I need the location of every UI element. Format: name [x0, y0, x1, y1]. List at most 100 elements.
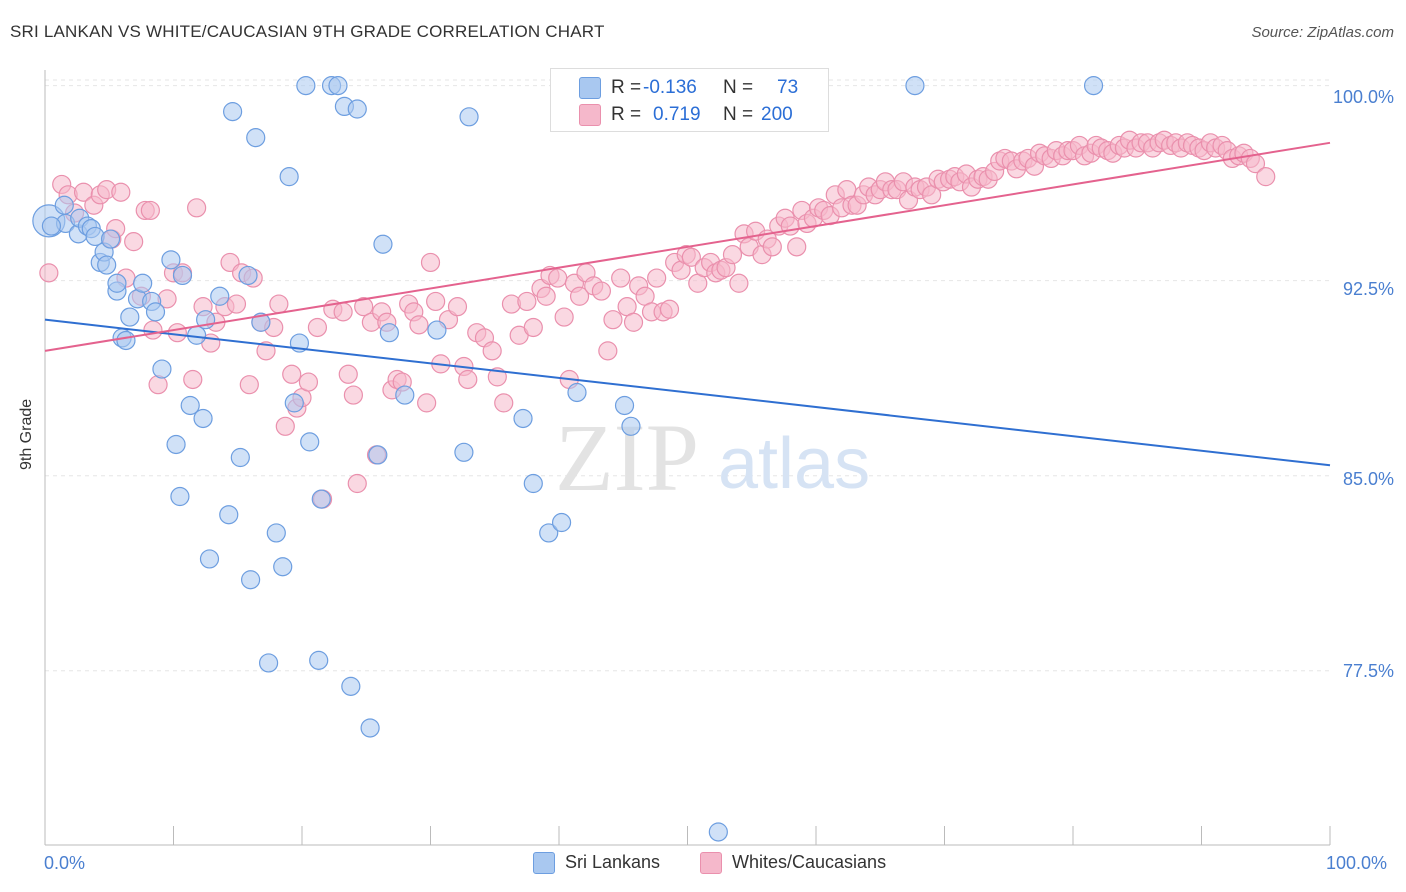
sri-lankan-point: [246, 128, 266, 148]
sri-lankan-point: [395, 385, 415, 405]
white-caucasian-point: [517, 291, 537, 312]
white-caucasian-point: [536, 286, 556, 306]
sri-lankan-point: [170, 486, 190, 507]
sri-lankan-point: [905, 76, 925, 96]
sri-lankan-point: [107, 273, 127, 293]
bottom-legend-swatch-pink: [700, 852, 722, 874]
legend-row-sri-lankans: R = -0.136 N = 73: [551, 74, 828, 100]
white-caucasian-point: [426, 291, 446, 312]
sri-lankan-point: [193, 408, 213, 429]
white-caucasian-point: [124, 232, 144, 252]
white-caucasian-point: [569, 286, 590, 306]
bottom-legend-swatch-blue: [533, 852, 555, 874]
white-caucasian-point: [269, 294, 289, 314]
white-caucasian-point: [183, 369, 203, 390]
chart-title: SRI LANKAN VS WHITE/CAUCASIAN 9TH GRADE …: [10, 22, 605, 41]
legend-n-value: 73: [777, 77, 799, 98]
sri-lankan-point: [116, 330, 136, 351]
white-caucasian-point: [417, 393, 437, 413]
stats-legend: R = -0.136 N = 73 R = 0.719 N = 200: [550, 68, 829, 132]
sri-lankan-point: [238, 265, 258, 286]
white-caucasian-point: [140, 200, 160, 221]
sri-lankan-point: [284, 393, 304, 413]
sri-lankan-point: [311, 489, 331, 509]
white-caucasian-point: [187, 198, 207, 218]
sri-lankan-point: [454, 442, 474, 462]
y-tick-label-92-5: 92.5%: [1342, 279, 1394, 299]
white-caucasian-point: [226, 294, 247, 314]
white-caucasian-point: [447, 297, 468, 317]
white-caucasian-point: [548, 268, 568, 288]
white-caucasian-point: [409, 315, 429, 335]
y-tick-label-85: 85.0%: [1342, 469, 1394, 489]
white-caucasian-point: [554, 307, 574, 327]
legend-n-value: 200: [761, 104, 793, 125]
sri-lankan-trend-line: [44, 318, 1331, 467]
sri-lankan-point: [97, 255, 117, 275]
white-caucasian-trend-line: [44, 141, 1331, 352]
white-caucasian-point: [148, 375, 168, 395]
sri-lankan-point: [133, 273, 153, 293]
bottom-legend-label: Sri Lankans: [565, 852, 661, 872]
white-caucasian-point: [282, 364, 302, 384]
white-caucasian-point: [307, 317, 328, 338]
white-caucasian-point: [647, 268, 667, 288]
series-whites-caucasians: [39, 130, 1276, 509]
white-caucasian-point: [598, 341, 618, 361]
sri-lankan-point: [279, 167, 299, 187]
sri-lankan-point: [219, 505, 239, 525]
sri-lankan-point: [328, 76, 348, 96]
white-caucasian-point: [298, 372, 319, 392]
legend-n-label: N =: [723, 77, 754, 98]
legend-n-label: N =: [723, 104, 754, 125]
sri-lankan-point: [427, 320, 447, 340]
sri-lankan-point: [199, 549, 220, 569]
white-caucasian-point: [780, 216, 800, 236]
white-caucasian-point: [39, 263, 59, 283]
sri-lankan-point: [273, 557, 293, 577]
sri-lankan-point: [373, 234, 393, 254]
y-tick-label-77-5: 77.5%: [1342, 661, 1394, 681]
legend-r-value: -0.136: [643, 77, 697, 98]
white-caucasian-point: [275, 416, 295, 436]
white-caucasian-point: [762, 237, 782, 257]
series-sri-lankans: [32, 76, 1104, 842]
white-caucasian-point: [787, 237, 807, 257]
white-caucasian-point: [659, 299, 680, 319]
trend-lines: [44, 141, 1331, 467]
y-axis-label: 9th Grade: [18, 398, 35, 470]
y-tick-label-100: 100.0%: [1332, 87, 1394, 107]
white-caucasian-point: [420, 252, 441, 273]
white-caucasian-point: [167, 323, 187, 343]
source-label: Source: ZipAtlas.com: [1251, 24, 1394, 41]
sri-lankan-point: [360, 718, 380, 738]
sri-lankan-point: [54, 195, 74, 215]
white-caucasian-point: [343, 385, 363, 405]
sri-lankan-point: [300, 432, 320, 452]
sri-lankan-point: [251, 312, 271, 332]
legend-swatch-blue: [579, 77, 601, 99]
x-tick-label-min: 0.0%: [44, 853, 86, 873]
sri-lankan-point: [210, 286, 230, 306]
sri-lankan-point: [145, 302, 166, 322]
white-caucasian-point: [458, 369, 478, 390]
sri-lankan-point: [1083, 76, 1104, 96]
sri-lankan-point: [161, 250, 181, 270]
white-caucasian-point: [623, 312, 644, 332]
white-caucasian-point: [681, 247, 701, 267]
sri-lankan-point: [539, 523, 559, 543]
white-caucasian-point: [591, 281, 612, 301]
white-caucasian-point: [338, 364, 358, 384]
sri-lankan-point: [100, 229, 121, 249]
white-caucasian-point: [143, 320, 163, 340]
sri-lankan-point: [166, 434, 186, 455]
legend-swatch-pink: [579, 104, 601, 126]
sri-lankan-point: [41, 216, 62, 236]
legend-r-label: R =: [611, 77, 642, 98]
watermark-atlas: atlas: [718, 424, 870, 504]
white-caucasian-point: [611, 268, 631, 288]
white-caucasian-point: [603, 310, 623, 330]
sri-lankan-point: [309, 650, 329, 670]
sri-lankan-point: [567, 382, 587, 403]
